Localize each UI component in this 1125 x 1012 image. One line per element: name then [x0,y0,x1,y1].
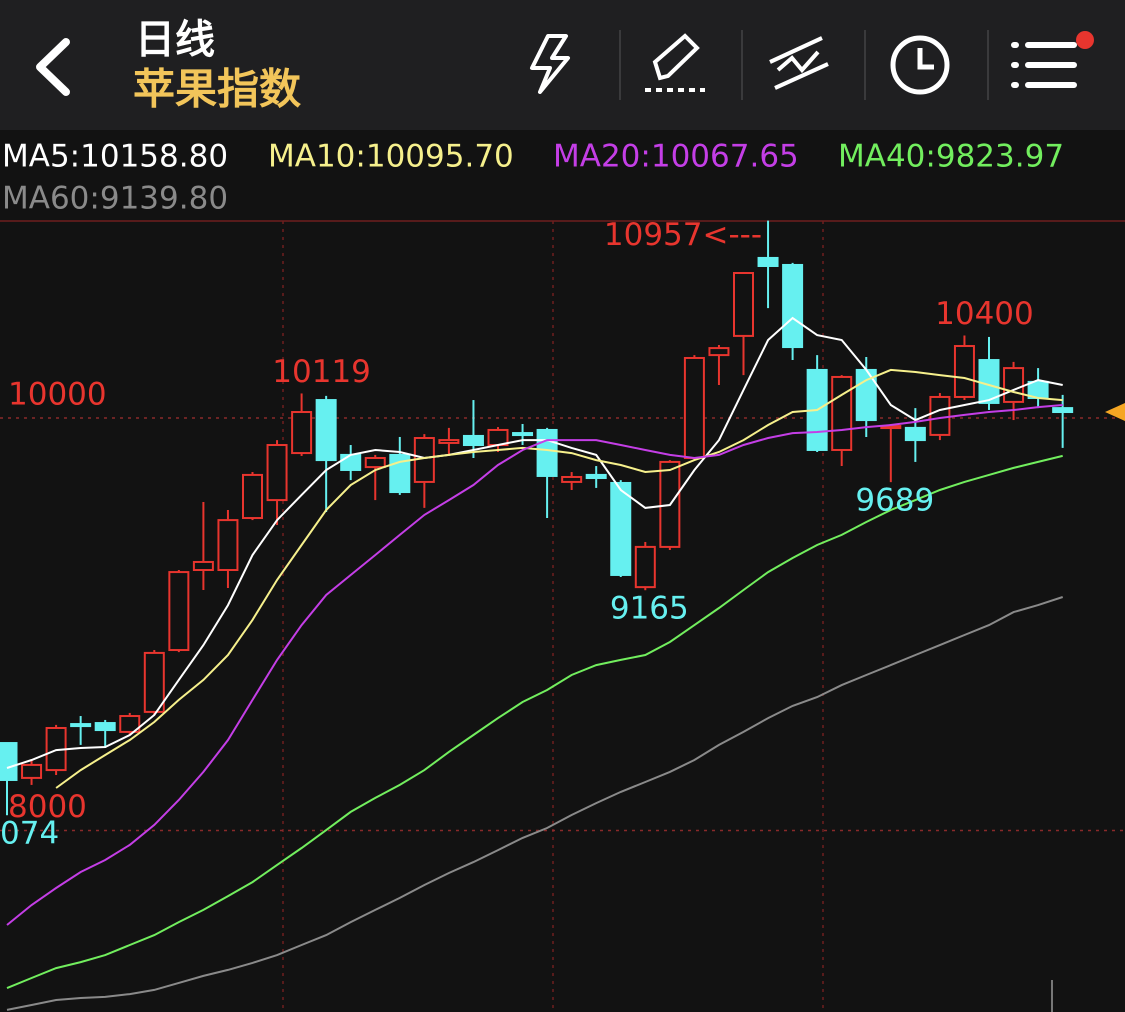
high-label: 10957<--- [604,217,762,253]
candle-body [708,347,730,357]
high-label: 10400 [935,296,1034,332]
legend-entry: MA40:9823.97 [838,139,1064,175]
flash-icon[interactable] [530,34,570,94]
candle-body [364,457,386,469]
ma-line [6,454,1063,990]
candle-body [782,263,804,349]
vertical-grid [282,221,824,1012]
menu-icon[interactable] [1011,42,1077,88]
candle-body [21,763,43,779]
subtitle: 苹果指数 [133,65,301,114]
candle-body [70,723,92,728]
candle-body [340,453,362,471]
candle-body [512,432,534,437]
y-tick-label: 8000 [8,789,87,825]
candle-body [94,722,116,732]
candle-body [1052,407,1074,414]
candle-body [291,411,313,455]
candle-body [561,475,583,483]
legend-entry: MA20:10067.65 [553,139,799,175]
candle-body [733,272,754,337]
candle-body [217,519,239,572]
candle-body [1003,367,1025,403]
candle-body [315,399,337,462]
ma-line [55,368,1063,789]
line-tool-icon[interactable] [769,36,829,90]
clock-icon[interactable] [890,35,950,95]
candle-body [536,428,558,477]
candle-body [143,651,165,713]
candle-body [929,395,951,436]
candle-body [168,571,190,652]
notification-dot [1076,31,1094,49]
low-label: 074 [0,816,59,852]
candle-body [266,444,288,502]
legend-entry: MA5:10158.80 [2,139,228,175]
candle-body [880,425,902,430]
title: 日线 [135,17,215,63]
candle-body [462,434,484,447]
low-label: 9689 [855,483,934,519]
candle-body [610,481,632,576]
candle-body [119,715,141,733]
candle-body [585,473,607,480]
ma-line [6,316,1063,769]
legend-entry: MA10:10095.70 [268,139,514,175]
candle-body [634,545,656,589]
candle-body [683,356,705,460]
candle-body [904,426,926,442]
candle-body [757,256,779,267]
candle-body [242,473,263,520]
low-label: 9165 [610,591,689,627]
ma-line [6,404,1063,926]
candle-body [192,560,214,572]
candle-body [831,375,853,451]
draw-icon[interactable] [645,33,705,92]
last-price-marker [1105,403,1125,422]
candle-body [438,439,460,444]
candle-body [953,345,975,398]
ma-line [6,596,1064,1011]
y-tick-label: 10000 [8,377,107,413]
legend-entry: MA60:9139.80 [2,181,228,217]
candle-body [0,742,18,781]
back-button[interactable] [36,38,70,96]
high-label: 10119 [272,354,371,390]
